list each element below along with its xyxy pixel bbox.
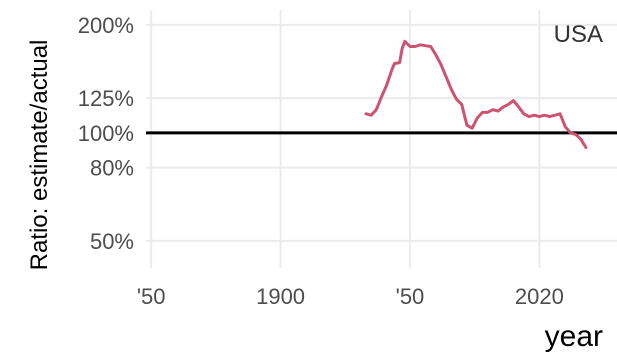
y-tick-label: 200% bbox=[78, 13, 134, 38]
y-tick-label: 50% bbox=[90, 229, 134, 254]
series-line bbox=[364, 39, 588, 149]
x-axis-title: year bbox=[545, 320, 603, 353]
grid bbox=[146, 10, 617, 268]
y-tick-label: 80% bbox=[90, 156, 134, 181]
x-tick-label: '50 bbox=[396, 284, 425, 309]
y-tick-label: 100% bbox=[78, 121, 134, 146]
x-tick-label: 1900 bbox=[256, 284, 305, 309]
x-tick-label: 2020 bbox=[515, 284, 564, 309]
x-tick-label: '50 bbox=[137, 284, 166, 309]
y-tick-labels: 200% 125% 100% 80% 50% bbox=[78, 13, 134, 254]
y-tick-label: 125% bbox=[78, 86, 134, 111]
panel-label: USA bbox=[554, 21, 603, 48]
x-tick-labels: '50 1900 '50 2020 bbox=[137, 284, 564, 309]
y-axis-title: Ratio: estimate/actual bbox=[26, 40, 53, 271]
